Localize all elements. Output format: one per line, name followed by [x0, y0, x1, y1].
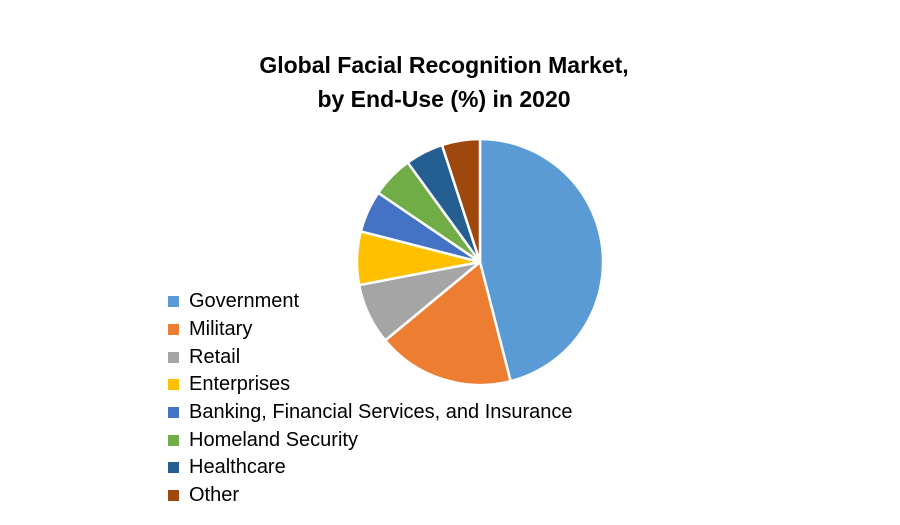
pie-slice-7 — [440, 137, 482, 264]
legend-item-2: Retail — [168, 343, 573, 371]
pie-slice-1 — [383, 260, 512, 387]
legend-swatch-5 — [168, 434, 179, 446]
chart-title-line-2: by End-Use (%) in 2020 — [317, 86, 571, 112]
legend-label-7: Other — [189, 484, 240, 507]
legend-label-0: Government — [189, 290, 300, 313]
legend-swatch-6 — [168, 462, 179, 474]
legend-label-3: Enterprises — [189, 373, 291, 396]
legend-swatch-0 — [168, 296, 179, 308]
legend-item-0: Government — [168, 288, 573, 316]
legend-swatch-4 — [168, 407, 179, 419]
legend-item-4: Banking, Financial Services, and Insuran… — [168, 399, 573, 427]
pie-slice-0 — [478, 137, 605, 383]
legend: Government Military Retail Enterprises Banki… — [168, 288, 573, 510]
legend-swatch-2 — [168, 351, 179, 363]
chart-title: Global Facial Recognition Market, by End… — [0, 48, 888, 116]
legend-label-1: Military — [189, 318, 253, 341]
legend-label-4: Banking, Financial Services, and Insuran… — [189, 401, 573, 424]
legend-item-1: Military — [168, 316, 573, 344]
legend-item-6: Healthcare — [168, 454, 573, 482]
legend-swatch-3 — [168, 379, 179, 391]
legend-label-2: Retail — [189, 345, 241, 368]
legend-label-5: Homeland Security — [189, 428, 358, 451]
chart-title-line-1: Global Facial Recognition Market, — [259, 52, 629, 78]
legend-swatch-7 — [168, 490, 179, 502]
legend-swatch-1 — [168, 324, 179, 336]
legend-item-7: Other — [168, 482, 573, 510]
legend-label-6: Healthcare — [189, 456, 286, 479]
legend-item-3: Enterprises — [168, 371, 573, 399]
legend-item-5: Homeland Security — [168, 426, 573, 454]
